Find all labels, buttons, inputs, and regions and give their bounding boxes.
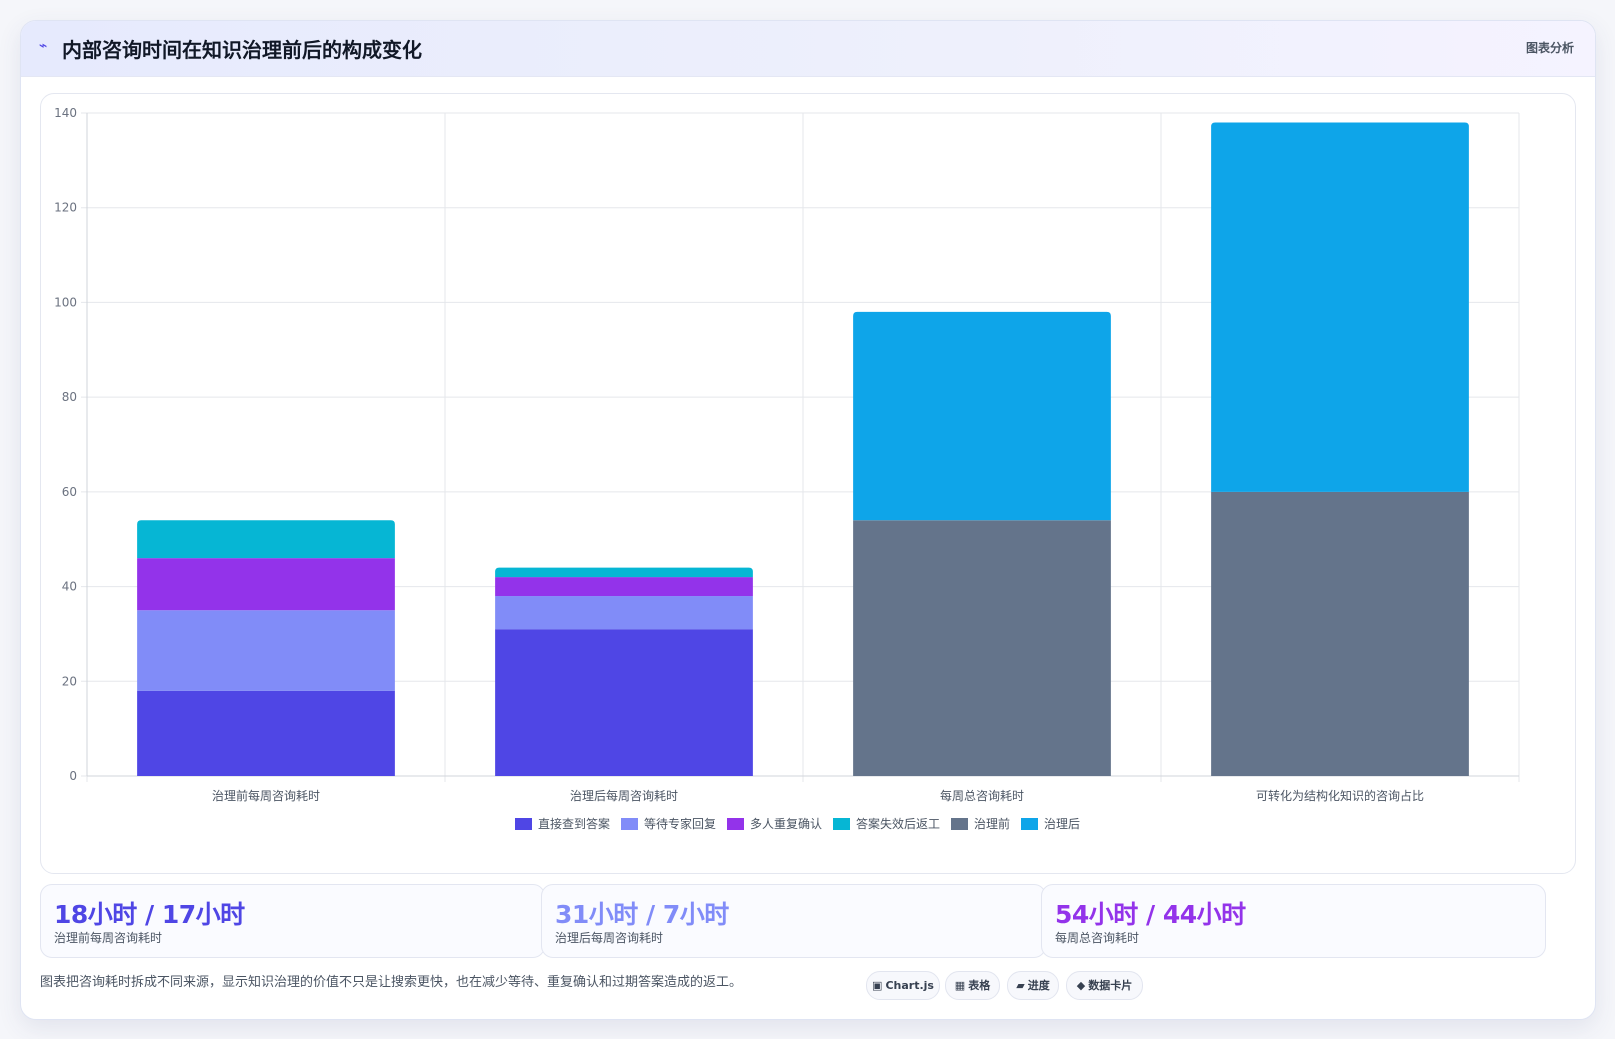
chart-icon: ▣ — [872, 979, 883, 992]
chip-progress[interactable]: ▰ 进度 — [1007, 971, 1059, 1000]
bar-segment — [137, 520, 395, 559]
legend-swatch — [833, 818, 850, 830]
stat-card-before: 18小时 / 17小时 治理前每周咨询耗时 — [40, 884, 545, 958]
legend-swatch — [727, 818, 744, 830]
x-tick-label: 每周总咨询耗时 — [940, 788, 1024, 803]
bar-segment — [853, 520, 1111, 776]
chart-analysis-tag: 图表分析 — [1525, 41, 1574, 55]
x-tick-label: 可转化为结构化知识的咨询占比 — [1256, 788, 1424, 803]
legend-label: 直接查到答案 — [538, 816, 610, 831]
y-tick-label: 0 — [69, 769, 77, 783]
legend-swatch — [515, 818, 532, 830]
legend-label: 答案失效后返工 — [856, 816, 940, 831]
card-icon: ◆ — [1076, 979, 1086, 992]
bar-segment — [495, 596, 753, 630]
y-tick-label: 40 — [62, 580, 77, 594]
legend-label: 治理后 — [1044, 817, 1080, 831]
bar-segment — [1211, 491, 1469, 776]
card-header: ⌁ 内部咨询时间在知识治理前后的构成变化 图表分析 — [21, 21, 1595, 77]
activity-icon: ⌁ — [39, 38, 48, 54]
legend-label: 治理前 — [974, 816, 1010, 831]
y-tick-label: 100 — [54, 295, 77, 309]
stat-value: 18小时 / 17小时 — [54, 900, 245, 929]
legend-label: 多人重复确认 — [750, 817, 822, 831]
bar-segment — [137, 690, 395, 776]
chart-card: ⌁ 内部咨询时间在知识治理前后的构成变化 图表分析 0 20 40 60 80 100 12… — [20, 20, 1596, 1020]
progress-icon: ▰ — [1016, 979, 1025, 992]
stacked-bar-chart: 0 20 40 60 80 100 120 140 治理前每周咨询耗时 治理后每周咨询耗时 每周总咨… — [54, 106, 1520, 831]
chip-label: 进度 — [1027, 979, 1050, 992]
chip-table[interactable]: ▦ 表格 — [945, 971, 1000, 1000]
chip-label: 数据卡片 — [1088, 979, 1133, 992]
stat-card-total: 54小时 / 44小时 每周总咨询耗时 — [1041, 884, 1546, 958]
legend-label: 等待专家回复 — [644, 816, 716, 831]
bar-segment — [495, 629, 753, 776]
x-tick-label: 治理后每周咨询耗时 — [570, 788, 678, 803]
stat-value: 31小时 / 7小时 — [555, 900, 729, 929]
bar-segment — [137, 558, 395, 611]
bar-segment — [853, 311, 1111, 521]
y-tick-label: 140 — [54, 106, 77, 120]
stat-value: 54小时 / 44小时 — [1055, 900, 1246, 929]
stat-label: 每周总咨询耗时 — [1055, 931, 1140, 945]
y-tick-label: 20 — [62, 674, 77, 688]
chart-panel: 0 20 40 60 80 100 120 140 治理前每周咨询耗时 治理后每周咨询耗时 每周总咨… — [40, 93, 1576, 874]
stat-card-after: 31小时 / 7小时 治理后每周咨询耗时 — [541, 884, 1046, 958]
stat-label: 治理后每周咨询耗时 — [555, 931, 664, 945]
chip-label: Chart.js — [885, 979, 934, 992]
chip-data-card[interactable]: ◆ 数据卡片 — [1066, 971, 1143, 1000]
chart-description: 图表把咨询耗时拆成不同来源，显示知识治理的价值不只是让搜索更快，也在减少等待、重… — [40, 975, 743, 990]
chip-chartjs[interactable]: ▣ Chart.js — [866, 971, 940, 1000]
chip-label: 表格 — [968, 979, 991, 992]
bar-segment — [495, 577, 753, 597]
y-tick-label: 120 — [54, 201, 77, 215]
stat-label: 治理前每周咨询耗时 — [54, 931, 163, 945]
page-title: 内部咨询时间在知识治理前后的构成变化 — [62, 38, 422, 62]
bar-segment — [137, 610, 395, 691]
table-icon: ▦ — [954, 979, 966, 992]
legend-swatch — [951, 818, 968, 830]
bar-segment — [1211, 122, 1469, 492]
y-tick-label: 60 — [62, 485, 77, 499]
legend-swatch — [1021, 818, 1038, 830]
legend-swatch — [621, 818, 638, 830]
y-tick-label: 80 — [62, 390, 77, 404]
bar-segment — [495, 567, 753, 578]
x-tick-label: 治理前每周咨询耗时 — [212, 788, 320, 803]
